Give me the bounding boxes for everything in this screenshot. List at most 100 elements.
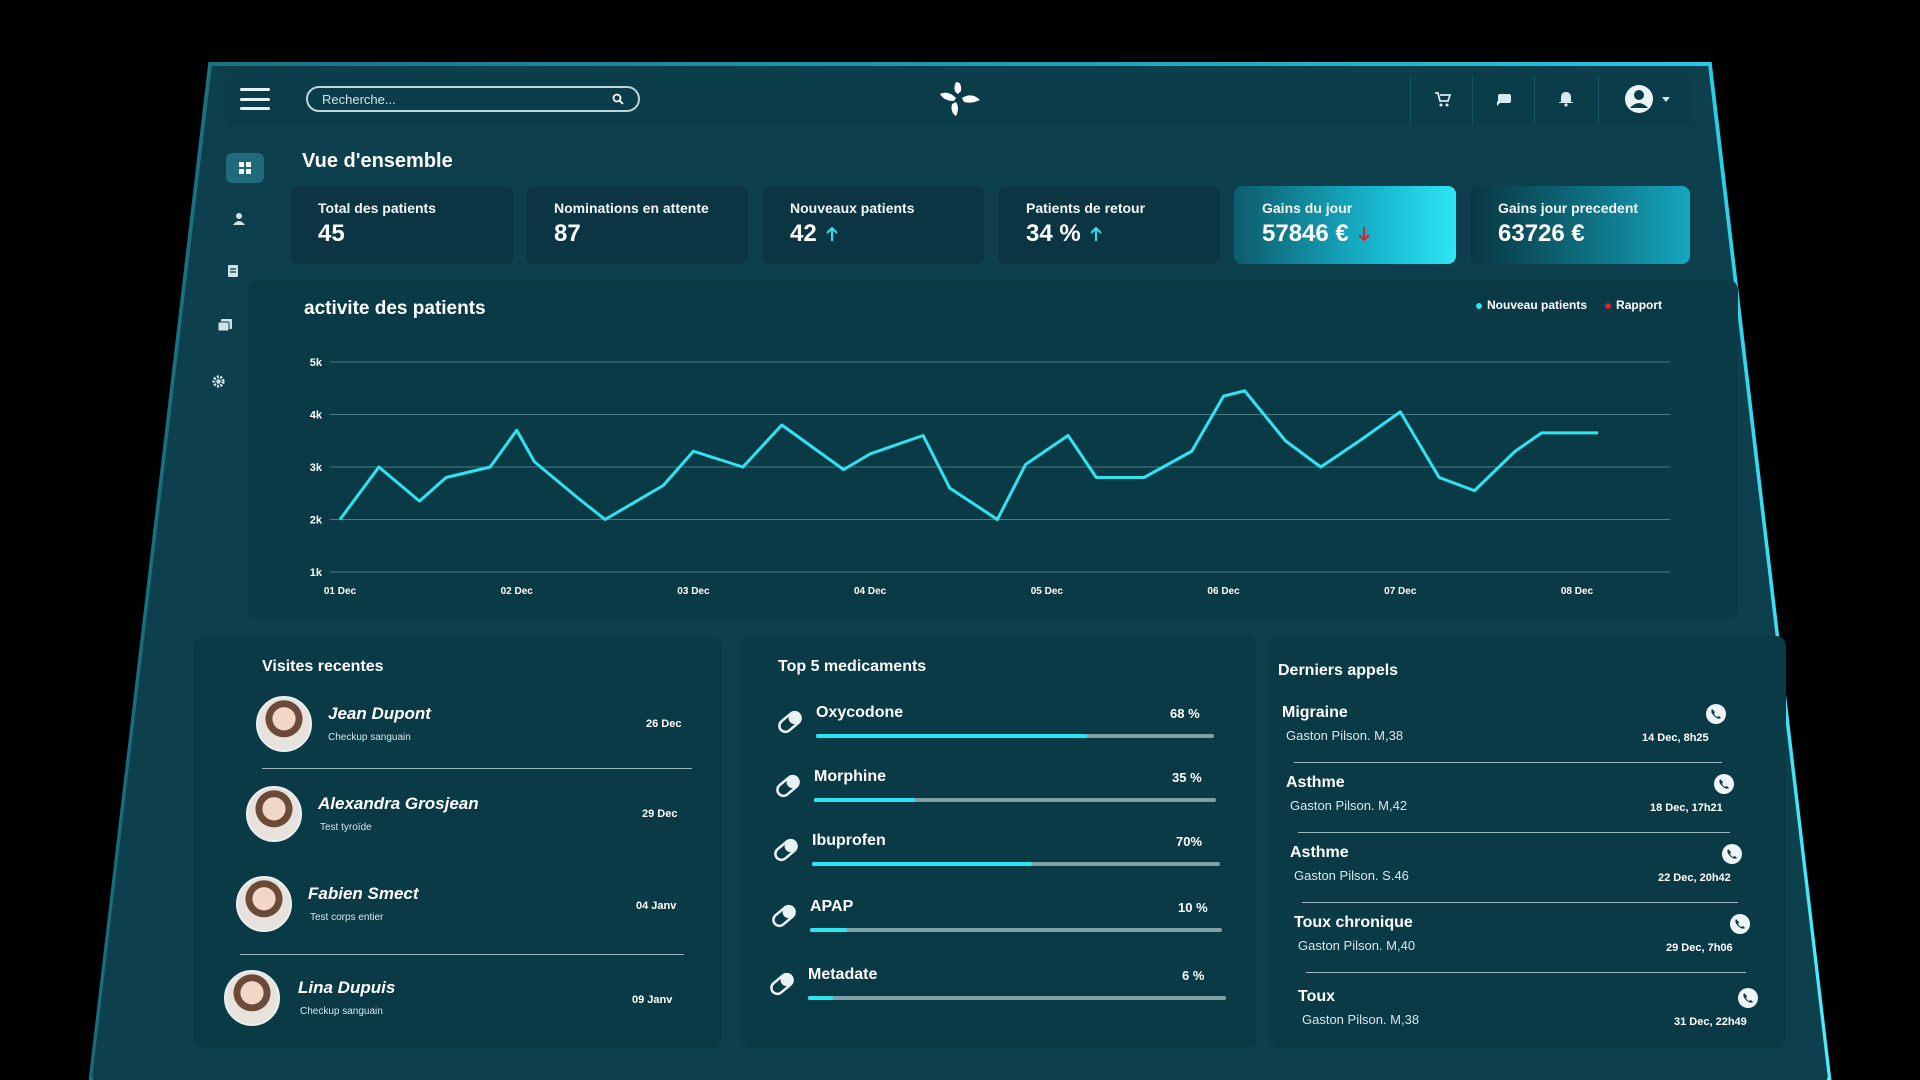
medication-progress-bar [810,928,1222,932]
menu-icon[interactable] [240,88,270,110]
stat-label: Nominations en attente [554,200,709,216]
avatar [246,786,302,842]
divider [1302,902,1738,903]
divider [262,768,692,769]
legend-label: Rapport [1616,298,1663,312]
cart-icon[interactable] [1432,90,1452,108]
sidebar-item-settings[interactable] [207,370,229,392]
visit-name[interactable]: Alexandra Grosjean [318,794,479,813]
stat-label: Total des patients [318,200,436,216]
medications-title: Top 5 medicaments [778,658,927,675]
call-patient: Gaston Pilson. S.46 [1294,868,1409,883]
medication-progress-fill [812,862,1033,866]
sidebar-item-patients[interactable] [228,208,250,230]
y-tick-label: 1k [310,567,323,579]
chart-legend: Nouveau patients Rapport [1476,298,1662,312]
stat-label: Gains jour precedent [1498,200,1639,216]
visit-name[interactable]: Fabien Smect [308,884,419,903]
visit-name[interactable]: Jean Dupont [328,704,431,723]
phone-icon[interactable] [1706,704,1726,724]
call-patient: Gaston Pilson. M,38 [1302,1012,1420,1027]
phone-icon[interactable] [1738,988,1758,1008]
legend-item-new-patients: Nouveau patients [1476,298,1587,312]
y-tick-label: 5k [310,357,323,369]
visit-name[interactable]: Lina Dupuis [298,978,396,997]
visits-title: Visites recentes [262,658,384,675]
notifications-icon[interactable] [1556,90,1576,108]
call-reason: Toux [1298,988,1336,1005]
medications-panel [740,636,1256,1048]
stats-cards: Total des patients 45 Nominations en att… [290,186,1690,266]
stat-card-previous-earnings[interactable]: Gains jour precedent 63726 € [1470,186,1690,264]
call-reason: Asthme [1290,844,1349,861]
search-icon[interactable] [612,93,624,105]
visit-date: 09 Janv [632,994,673,1006]
call-date: 29 Dec, 7h06 [1666,942,1733,954]
avatar [224,970,280,1026]
y-tick-label: 4k [310,410,323,422]
x-tick-label: 03 Dec [677,586,710,597]
stat-card-pending-appointments[interactable]: Nominations en attente 87 [526,186,748,264]
stat-value: 42 [790,220,817,247]
stat-value: 57846 € [1262,220,1349,247]
medication-name: APAP [810,898,854,915]
series-line-new-patients [338,389,1599,521]
separator [1410,76,1411,124]
separator [1472,76,1473,124]
medication-name: Ibuprofen [812,832,886,849]
call-date: 31 Dec, 22h49 [1674,1016,1747,1028]
medication-name: Metadate [808,966,878,983]
stat-label: Patients de retour [1026,200,1146,216]
pill-icon [770,972,794,996]
call-date: 14 Dec, 8h25 [1642,732,1709,744]
medication-percent: 70% [1176,834,1203,849]
y-tick-label: 3k [310,462,323,474]
medication-name: Oxycodone [816,704,904,721]
x-tick-label: 05 Dec [1031,586,1064,597]
call-date: 18 Dec, 17h21 [1650,802,1723,814]
page-title: Vue d'ensemble [302,150,453,172]
divider [1306,972,1746,973]
chevron-down-icon[interactable] [1662,97,1670,102]
stat-value: 63726 € [1498,220,1585,247]
phone-icon[interactable] [1714,774,1734,794]
sidebar-item-dashboard[interactable] [226,153,264,183]
stat-card-returning-patients[interactable]: Patients de retour 34 % [998,186,1220,264]
medication-percent: 35 % [1172,770,1202,785]
phone-icon[interactable] [1730,914,1750,934]
medication-percent: 68 % [1170,706,1200,721]
chart-title: activite des patients [304,298,486,319]
files-icon [217,319,232,332]
stat-card-daily-earnings[interactable]: Gains du jour 57846 € [1234,186,1456,264]
activity-panel [248,280,1738,620]
stat-card-total-patients[interactable]: Total des patients 45 [290,186,514,264]
visit-date: 04 Janv [636,900,677,912]
sidebar-item-records[interactable] [214,314,236,336]
call-patient: Gaston Pilson. M,40 [1298,938,1416,953]
stat-card-new-patients[interactable]: Nouveaux patients 42 [762,186,984,264]
visit-description: Checkup sanguain [300,1006,383,1017]
x-tick-label: 04 Dec [854,586,887,597]
user-icon [233,213,245,225]
dashboard-icon [239,162,251,174]
stat-value: 34 % [1026,220,1081,247]
call-reason: Migraine [1282,704,1348,721]
medication-name: Morphine [814,768,886,785]
stat-value: 45 [318,220,345,247]
arrow-down-icon [1358,227,1370,242]
document-icon [228,265,238,277]
visit-date: 29 Dec [642,808,678,820]
medication-percent: 6 % [1182,968,1205,983]
messages-icon[interactable] [1494,90,1514,108]
medication-progress-fill [808,996,834,1000]
call-patient: Gaston Pilson. M,42 [1290,798,1408,813]
sidebar-item-reports[interactable] [222,260,244,282]
search-bar[interactable] [306,86,640,112]
arrow-up-icon [1089,226,1102,241]
phone-icon[interactable] [1722,844,1742,864]
user-avatar-icon[interactable] [1622,84,1656,114]
calls-panel [1268,636,1786,1048]
calls-title: Derniers appels [1278,662,1399,679]
search-input[interactable] [322,91,612,107]
